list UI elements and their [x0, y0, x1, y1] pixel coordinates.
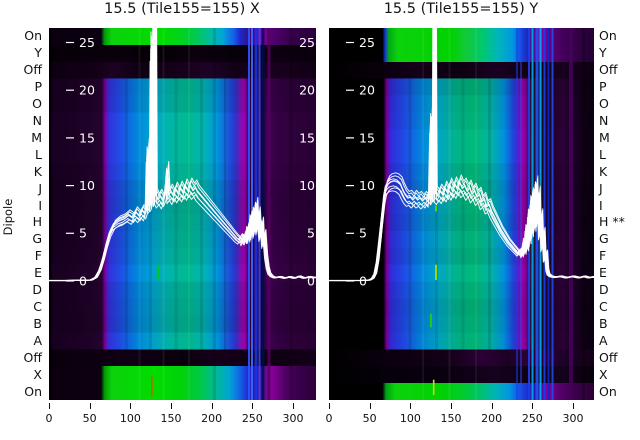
x-tick-label: 200 [201, 412, 223, 425]
x-tick [329, 403, 330, 409]
x-tick [572, 403, 574, 409]
x-tick [410, 403, 412, 409]
inner-ytick-label-right: 0 [307, 273, 315, 288]
x-tick [252, 403, 254, 409]
row-label-right-4: O [599, 96, 609, 112]
inner-ytick-label: 15 [359, 130, 375, 145]
inner-ytick-label: 0 [79, 273, 87, 288]
row-label-right-13: F [599, 248, 607, 264]
row-label-right-21: On [599, 383, 617, 399]
x-tick-label: 0 [325, 412, 333, 425]
x-tick [292, 403, 294, 409]
x-tick-label: 0 [45, 412, 53, 425]
x-tick-label: 150 [160, 412, 182, 425]
x-tick-label: 100 [119, 412, 141, 425]
heatmap-panel-y: 25 20 15 10 5 0 [329, 28, 594, 400]
inner-ytick-label: 10 [79, 178, 95, 193]
inner-ytick-label-right: 25 [299, 35, 315, 50]
panel-title-y: 15.5 (Tile155=155) Y [383, 1, 539, 17]
inner-ytick-label-right: 15 [299, 130, 315, 145]
row-label-right-1: Y [599, 45, 607, 61]
row-label-left-13: F [34, 248, 42, 264]
x-tick [49, 403, 50, 409]
x-tick [369, 403, 371, 409]
row-label-left-18: A [33, 332, 42, 348]
x-tick [450, 403, 452, 409]
row-label-left-20: X [33, 366, 42, 382]
inner-ytick-label: 20 [359, 83, 375, 98]
row-label-right-14: E [599, 265, 607, 281]
row-label-right-7: L [599, 146, 606, 162]
x-tick-label: 100 [399, 412, 421, 425]
heatmap-panel-x: 25 25 20 20 15 15 10 10 5 5 0 0 [49, 28, 316, 400]
row-label-right-12: G [599, 231, 609, 247]
panel-title-x: 15.5 (Tile155=155) X [104, 1, 260, 17]
inner-ytick-label-right: 10 [299, 178, 315, 193]
row-label-left-6: M [31, 129, 42, 145]
row-label-left-15: D [32, 282, 42, 298]
row-label-left-0: On [24, 28, 42, 44]
row-label-right-18: A [599, 332, 608, 348]
inner-ytick-label-right: 5 [307, 226, 315, 241]
row-label-right-6: M [599, 129, 610, 145]
inner-ytick-label: 5 [79, 226, 87, 241]
row-label-right-16: C [599, 299, 608, 314]
x-tick-label: 300 [562, 412, 584, 425]
row-label-left-11: H [32, 214, 42, 230]
x-tick-label: 250 [241, 412, 263, 425]
inner-ytick-label: 0 [359, 273, 367, 288]
row-label-left-17: B [33, 315, 42, 331]
row-label-right-10: I [599, 197, 603, 213]
x-tick-label: 50 [82, 412, 97, 425]
row-label-left-9: J [38, 180, 42, 196]
x-tick-label: 50 [362, 412, 377, 425]
row-label-left-19: Off [23, 349, 42, 365]
row-label-right-9: J [599, 180, 603, 196]
inner-ytick-label: 15 [79, 130, 95, 145]
row-label-left-1: Y [34, 45, 42, 61]
row-label-left-14: E [34, 265, 42, 281]
inner-ytick-label: 25 [79, 35, 95, 50]
inner-ytick-label: 10 [359, 178, 375, 193]
row-label-left-5: N [32, 113, 42, 128]
row-label-right-2: Off [599, 62, 618, 78]
x-tick [532, 403, 534, 409]
row-label-left-7: L [35, 146, 42, 162]
x-tick-label: 150 [440, 412, 462, 425]
row-label-right-20: X [599, 366, 608, 382]
inner-ytick-label: 20 [79, 83, 95, 98]
x-tick [491, 403, 493, 409]
row-label-left-16: C [33, 299, 42, 314]
inner-ytick-label: 25 [359, 35, 375, 50]
row-label-left-2: Off [23, 62, 42, 78]
row-label-right-11: H ** [599, 214, 625, 230]
inner-ytick-label: 5 [359, 226, 367, 241]
row-label-right-17: B [599, 315, 608, 331]
x-tick [130, 403, 132, 409]
x-tick-label: 200 [481, 412, 503, 425]
row-label-left-21: On [24, 383, 42, 399]
row-label-right-8: K [599, 163, 608, 179]
row-label-right-15: D [599, 282, 609, 298]
x-tick [170, 403, 172, 409]
row-label-right-0: On [599, 28, 617, 44]
row-label-right-3: P [599, 79, 607, 95]
row-label-right-19: Off [599, 349, 618, 365]
row-label-left-10: I [38, 197, 42, 213]
x-tick-label: 300 [282, 412, 304, 425]
inner-ytick-label-right: 20 [299, 83, 315, 98]
row-label-left-4: O [32, 96, 42, 112]
x-tick [211, 403, 213, 409]
x-tick [89, 403, 91, 409]
x-tick-label: 250 [521, 412, 543, 425]
row-label-left-12: G [32, 231, 42, 247]
row-label-left-3: P [34, 79, 42, 95]
row-label-left-8: K [33, 163, 42, 179]
row-label-right-5: N [599, 113, 609, 128]
